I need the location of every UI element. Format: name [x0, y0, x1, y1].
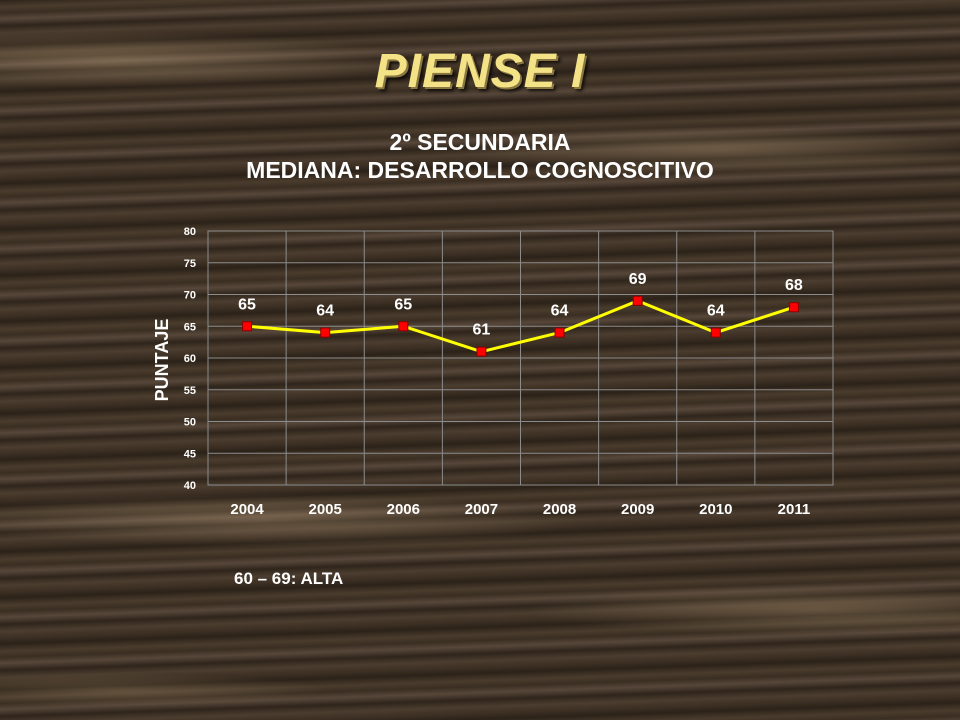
series-line: [246, 299, 795, 354]
y-axis-label: PUNTAJE: [152, 319, 172, 402]
data-point: [788, 302, 799, 313]
data-point: [710, 327, 721, 338]
y-tick-label: 60: [184, 353, 196, 365]
y-tick-label: 80: [184, 226, 196, 238]
chart-title-block: 2º SECUNDARIA MEDIANA: DESARROLLO COGNOS…: [0, 128, 960, 184]
data-label: 61: [473, 322, 491, 339]
y-tick-label: 50: [184, 417, 196, 429]
x-tick-label: 2005: [309, 501, 342, 518]
data-label: 64: [551, 303, 569, 320]
data-label: 68: [785, 277, 803, 294]
data-label: 65: [238, 296, 256, 313]
data-label: 64: [316, 303, 334, 320]
range-note: 60 – 69: ALTA: [234, 569, 344, 588]
slide-title: PIENSE I: [374, 45, 586, 98]
x-tick-label: 2009: [621, 501, 654, 518]
x-tick-label: 2010: [699, 501, 732, 518]
x-tick-label: 2006: [387, 501, 420, 518]
y-tick-label: 40: [184, 480, 196, 492]
x-tick-label: 2007: [465, 501, 498, 518]
chart-subtitle: MEDIANA: DESARROLLO COGNOSCITIVO: [246, 157, 714, 183]
y-tick-label: 70: [184, 290, 196, 302]
data-point: [554, 327, 565, 338]
y-tick-label: 65: [184, 321, 196, 333]
data-point: [398, 321, 409, 332]
x-tick-label: 2008: [543, 501, 576, 518]
chart-title: 2º SECUNDARIA: [389, 129, 571, 155]
data-point: [632, 295, 643, 306]
x-tick-label: 2004: [230, 501, 264, 518]
y-tick-label: 55: [184, 385, 196, 397]
y-tick-label: 45: [184, 448, 196, 460]
y-tick-label: 75: [184, 258, 196, 270]
data-label: 64: [707, 303, 725, 320]
data-point: [320, 327, 331, 338]
data-label: 65: [394, 296, 412, 313]
x-tick-label: 2011: [778, 501, 811, 518]
data-point: [476, 346, 487, 357]
data-point: [242, 321, 253, 332]
data-label: 69: [629, 271, 647, 288]
